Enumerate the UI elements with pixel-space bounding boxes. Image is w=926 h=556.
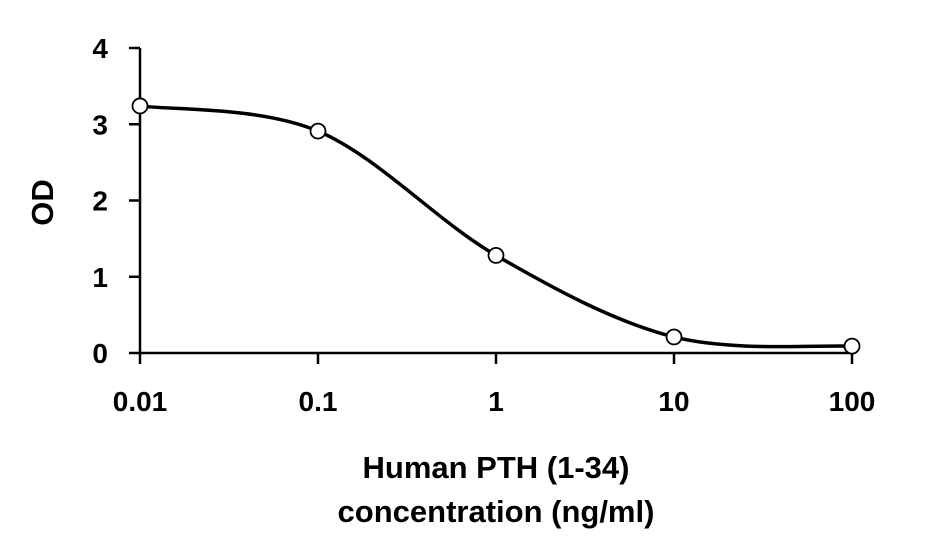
x-tick-label: 100 xyxy=(829,386,876,417)
x-tick-label: 0.1 xyxy=(299,386,338,417)
x-axis-title-line-2: concentration (ng/ml) xyxy=(338,494,655,529)
x-tick-label: 1 xyxy=(488,386,504,417)
series-line xyxy=(138,104,854,349)
y-axis-title: OD xyxy=(25,179,60,226)
data-points xyxy=(131,97,861,355)
y-tick-label: 0 xyxy=(92,338,108,369)
axes xyxy=(138,48,852,355)
y-tick-label: 3 xyxy=(92,109,108,140)
data-point xyxy=(487,246,505,264)
x-tick-label: 0.01 xyxy=(113,386,168,417)
data-point xyxy=(131,97,149,115)
data-point xyxy=(843,337,861,355)
y-tick-label: 2 xyxy=(92,186,108,217)
axis-labels: OD Human PTH (1-34) concentration (ng/ml… xyxy=(25,179,654,529)
od-curve xyxy=(138,104,854,349)
data-point xyxy=(309,122,327,140)
y-tick-label: 4 xyxy=(92,33,108,64)
data-point xyxy=(665,328,683,346)
axis-ticks: 0 1 2 3 4 0.01 0.1 1 10 100 xyxy=(92,33,875,417)
x-tick-label: 10 xyxy=(658,386,689,417)
x-axis-title-line-1: Human PTH (1-34) xyxy=(363,450,630,485)
y-tick-label: 1 xyxy=(92,262,108,293)
